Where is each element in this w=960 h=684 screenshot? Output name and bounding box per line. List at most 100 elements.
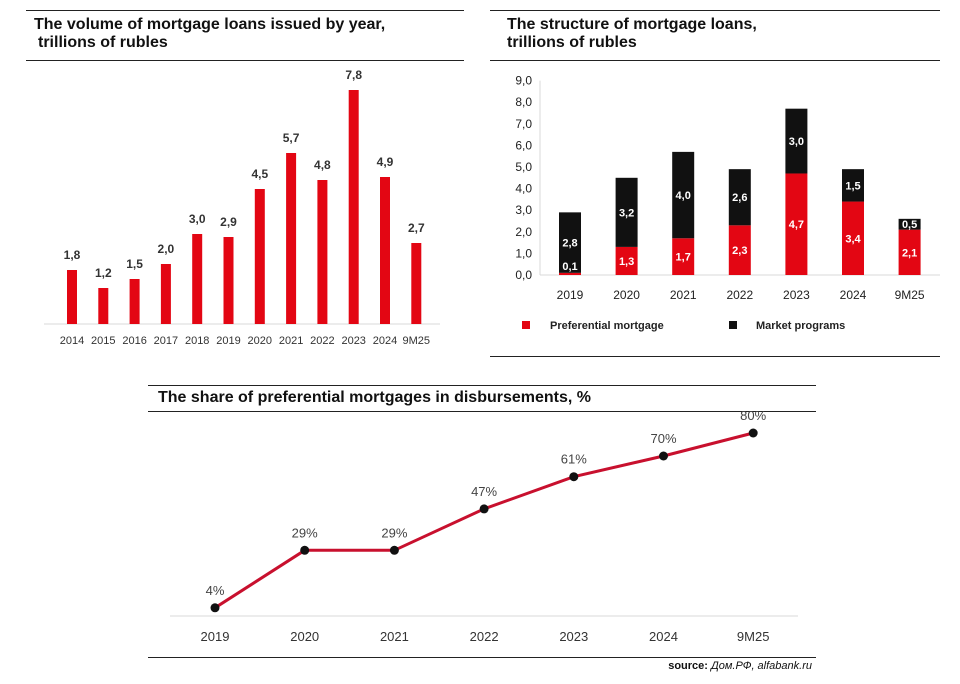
chart3-x-tick: 9M25 xyxy=(737,629,770,644)
chart2-x-tick: 2022 xyxy=(726,288,753,302)
chart3-line xyxy=(214,431,754,610)
chart1-x-tick: 2020 xyxy=(248,335,272,347)
chart1-bar xyxy=(411,243,422,324)
chart1-bar xyxy=(98,288,109,324)
chart1-bar xyxy=(160,264,171,324)
chart2-bar-preferential xyxy=(615,246,638,275)
chart2-bar-market xyxy=(615,177,638,247)
chart3-point-label: 80% xyxy=(740,408,766,423)
chart1-bar-label: 2,9 xyxy=(220,215,237,229)
chart2-label-market: 2,8 xyxy=(562,238,577,250)
chart1-bar xyxy=(348,90,359,324)
chart1-bar-label: 4,8 xyxy=(314,158,331,172)
chart1-x-tick: 2019 xyxy=(216,335,240,347)
chart1-x-tick: 2014 xyxy=(60,335,84,347)
chart3-bottom-rule xyxy=(148,657,816,658)
chart2-bar-preferential xyxy=(672,238,695,275)
chart2-bottom-rule xyxy=(490,356,940,357)
chart2-bar-preferential xyxy=(559,272,581,275)
chart2-y-tick: 8,0 xyxy=(515,95,532,109)
chart3-point xyxy=(479,504,489,514)
chart2-bar-preferential xyxy=(728,225,751,275)
chart2-bar-market xyxy=(728,169,751,226)
chart2-y-tick: 9,0 xyxy=(515,74,532,88)
chart3-title: The share of preferential mortgages in d… xyxy=(158,389,591,406)
chart2-label-preferential: 2,3 xyxy=(732,245,747,257)
chart2-y-tick: 1,0 xyxy=(515,246,532,260)
chart1-bar-label: 1,5 xyxy=(126,257,143,271)
chart1-bar xyxy=(317,180,328,324)
chart3-x-tick: 2024 xyxy=(649,629,678,644)
chart2-label-preferential: 1,7 xyxy=(676,252,691,264)
chart2-bar-preferential xyxy=(898,229,921,275)
chart3-title-rule-top xyxy=(148,385,816,386)
chart1-bar-label: 2,0 xyxy=(158,242,175,256)
chart1-x-tick: 2017 xyxy=(154,335,178,347)
chart2-x-tick: 2024 xyxy=(840,288,867,302)
chart2-y-tick: 0,0 xyxy=(515,268,532,282)
chart2-y-tick: 4,0 xyxy=(515,182,532,196)
chart2-title-line2: trillions of rubles xyxy=(507,34,637,51)
chart3-point xyxy=(659,451,668,461)
chart2-bar-preferential xyxy=(842,201,864,275)
chart1-x-tick: 9M25 xyxy=(403,335,431,347)
chart3-x-tick: 2019 xyxy=(201,629,230,644)
chart3-point-label: 47% xyxy=(471,484,497,499)
chart3-point xyxy=(748,428,758,438)
chart2-title-line1: The structure of mortgage loans, xyxy=(507,16,757,33)
chart1-x-tick: 2018 xyxy=(185,335,209,347)
chart2-y-tick: 7,0 xyxy=(515,117,532,131)
chart2-bar-preferential xyxy=(785,173,808,275)
chart2-title-rule-bottom xyxy=(490,60,940,61)
chart1-bar-label: 1,8 xyxy=(64,248,81,262)
chart2-label-preferential: 0,1 xyxy=(562,261,577,273)
chart2-y-tick: 3,0 xyxy=(515,203,532,217)
chart1-bar-label: 3,0 xyxy=(189,212,206,226)
chart3-point xyxy=(389,545,399,555)
chart2-x-tick: 2023 xyxy=(783,288,810,302)
chart1-bar-label: 4,5 xyxy=(251,167,268,181)
chart3-x-tick: 2020 xyxy=(290,629,319,644)
chart2-title: The structure of mortgage loans, trillio… xyxy=(507,16,757,52)
chart1-bar xyxy=(380,177,390,324)
chart2-label-preferential: 1,3 xyxy=(619,256,634,268)
chart2-plot: 0,0 1,0 2,0 3,0 4,0 5,0 6,0 7,0 8,0 9,0 0,1 2,8 2019… xyxy=(515,74,940,332)
chart1-bar-label: 2,7 xyxy=(408,221,425,235)
chart2-label-market: 3,2 xyxy=(619,207,634,219)
chart2-legend-preferential: Preferential mortgage xyxy=(550,320,664,332)
chart2-x-tick: 2021 xyxy=(670,288,697,302)
source-label: source: xyxy=(668,660,708,672)
chart3-x-tick: 2021 xyxy=(380,629,409,644)
source-text: Дом.РФ, alfabank.ru xyxy=(711,660,812,672)
chart3-point-label: 29% xyxy=(381,525,407,540)
chart1-bar-label: 1,2 xyxy=(95,266,112,280)
chart2-legend-swatch-preferential xyxy=(522,321,530,329)
chart2-label-preferential: 3,4 xyxy=(845,233,861,245)
chart1-bar-label: 5,7 xyxy=(283,131,300,145)
chart1-title-rule-top xyxy=(26,10,464,11)
chart2-label-market: 0,5 xyxy=(902,219,917,231)
chart2-y-tick: 6,0 xyxy=(515,138,532,152)
chart1-x-tick: 2015 xyxy=(91,335,115,347)
chart2-label-market: 1,5 xyxy=(845,180,860,192)
chart2-legend-market: Market programs xyxy=(756,320,845,332)
chart2-title-rule-top xyxy=(490,10,940,11)
chart2-label-preferential: 2,1 xyxy=(902,247,917,259)
chart2-legend-swatch-market xyxy=(729,321,737,329)
chart1-x-tick: 2023 xyxy=(341,335,365,347)
chart1-title-line1: The volume of mortgage loans issued by y… xyxy=(34,16,386,33)
chart3-point-label: 61% xyxy=(561,452,587,467)
chart1-bar xyxy=(67,270,77,324)
chart3-x-tick: 2023 xyxy=(559,629,588,644)
chart1-title-line2: trillions of rubles xyxy=(38,34,168,51)
chart1-bar-label: 4,9 xyxy=(377,155,394,169)
chart1-bar xyxy=(192,234,203,324)
chart1-bar xyxy=(223,237,234,324)
chart2-bar-market xyxy=(785,108,808,174)
chart1-bar xyxy=(254,189,265,324)
chart3-point xyxy=(300,545,310,555)
chart2-y-tick: 2,0 xyxy=(515,225,532,239)
chart1-plot: 1,8 2014 1,2 2015 1,5 2016 2,0 2017 3,0 2018 2,9 20… xyxy=(44,68,440,347)
chart1-x-tick: 2022 xyxy=(310,335,334,347)
